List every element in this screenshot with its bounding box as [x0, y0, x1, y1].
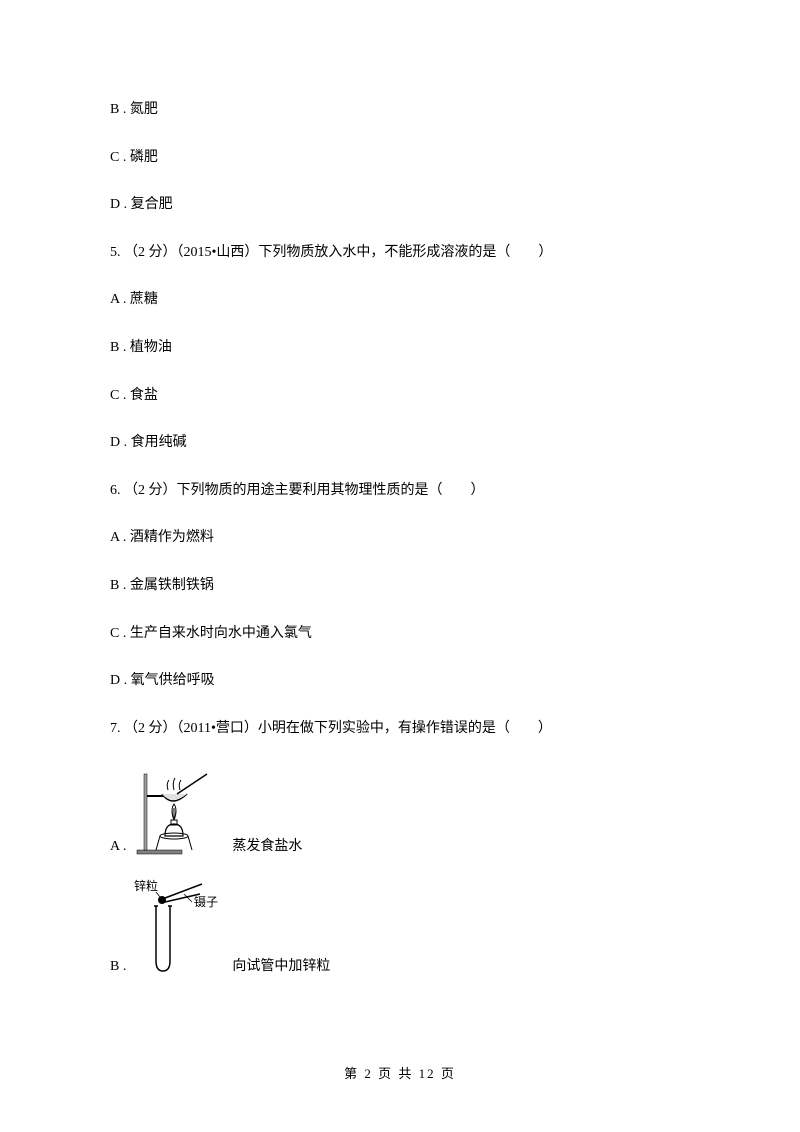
q5-option-b: B . 植物油: [110, 338, 690, 358]
q4-option-d: D . 复合肥: [110, 195, 690, 215]
q4-option-c: C . 磷肥: [110, 148, 690, 168]
q7-option-b-text: 向试管中加锌粒: [232, 957, 330, 977]
q7-option-b-letter: B .: [110, 957, 126, 977]
q4-option-b: B . 氮肥: [110, 100, 690, 120]
q6-option-a: A . 酒精作为燃料: [110, 528, 690, 548]
q7-stem: 7. （2 分）（2011•营口）小明在做下列实验中，有操作错误的是（ ）: [110, 719, 690, 739]
evaporation-figure-icon: [132, 766, 232, 856]
page-content: B . 氮肥 C . 磷肥 D . 复合肥 5. （2 分）（2015•山西）下…: [0, 0, 800, 976]
q5-option-c: C . 食盐: [110, 386, 690, 406]
q5-option-a: A . 蔗糖: [110, 290, 690, 310]
q5-option-d: D . 食用纯碱: [110, 433, 690, 453]
q6-option-b: B . 金属铁制铁锅: [110, 576, 690, 596]
q6-stem: 6. （2 分）下列物质的用途主要利用其物理性质的是（ ）: [110, 481, 690, 501]
q7-option-a-text: 蒸发食盐水: [232, 837, 302, 857]
q7-option-a-letter: A .: [110, 837, 126, 857]
q6-option-d: D . 氧气供给呼吸: [110, 671, 690, 691]
test-tube-zinc-figure-icon: 锌粒 镊子: [132, 876, 232, 976]
q7-option-a: A . 蒸发食盐水: [110, 766, 690, 856]
q7-option-b: B . 锌粒 镊子 向试管中加锌粒: [110, 876, 690, 976]
q5-stem: 5. （2 分）（2015•山西）下列物质放入水中，不能形成溶液的是（ ）: [110, 243, 690, 263]
page-footer: 第 2 页 共 12 页: [0, 1063, 800, 1082]
tweezers-label: 镊子: [194, 895, 218, 909]
q6-option-c: C . 生产自来水时向水中通入氯气: [110, 624, 690, 644]
zinc-label: 锌粒: [134, 878, 158, 893]
